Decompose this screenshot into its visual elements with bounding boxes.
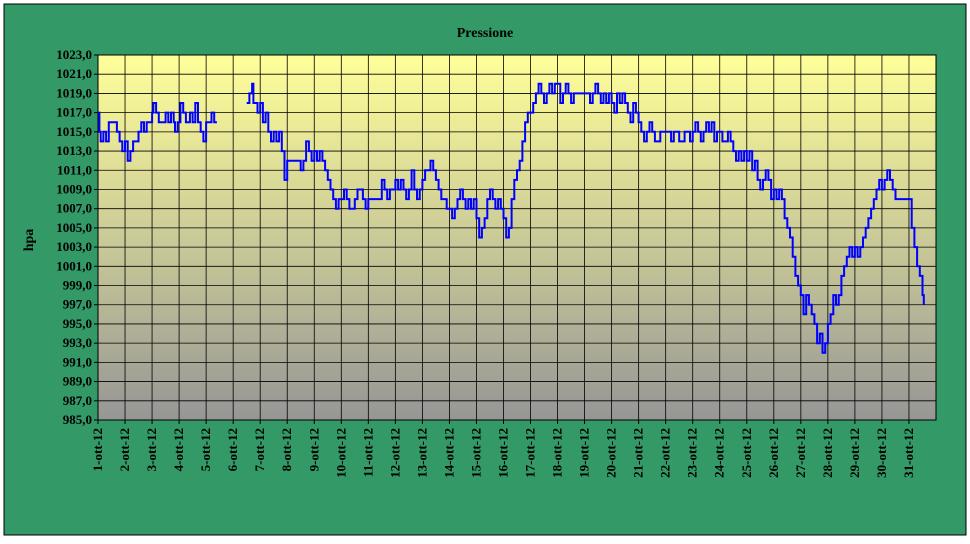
y-tick-label: 1011,0 bbox=[57, 162, 92, 177]
plot-border bbox=[97, 54, 937, 421]
x-tick-label: 8-ott-12 bbox=[279, 428, 294, 471]
y-tick-label: 1009,0 bbox=[56, 181, 92, 196]
y-tick-labels: 985,0 987,0 989,0 991,0 993,0 995,0 997,0 999,0… bbox=[56, 47, 92, 427]
x-tick-label: 13-ott-12 bbox=[414, 428, 429, 478]
x-tick-label: 17-ott-12 bbox=[523, 428, 538, 478]
x-tick-label: 28-ott-12 bbox=[820, 428, 835, 478]
x-tick-label: 6-ott-12 bbox=[225, 428, 240, 471]
x-tick-label: 20-ott-12 bbox=[604, 428, 619, 478]
y-tick-label: 999,0 bbox=[63, 278, 92, 293]
x-tick-label: 21-ott-12 bbox=[631, 428, 646, 478]
y-tick-label: 993,0 bbox=[63, 335, 92, 350]
x-tick-label: 24-ott-12 bbox=[712, 428, 727, 478]
x-tick-label: 4-ott-12 bbox=[171, 428, 186, 471]
y-tick-label: 987,0 bbox=[63, 393, 92, 408]
x-tick-label: 12-ott-12 bbox=[387, 428, 402, 478]
x-tick-label: 9-ott-12 bbox=[306, 428, 321, 471]
y-tick-label: 1013,0 bbox=[56, 143, 92, 158]
y-axis-label: hpa bbox=[22, 229, 37, 252]
x-tick-label: 25-ott-12 bbox=[739, 428, 754, 478]
x-tick-label: 15-ott-12 bbox=[468, 428, 483, 478]
x-tick-label: 29-ott-12 bbox=[847, 428, 862, 478]
y-tick-label: 1017,0 bbox=[56, 105, 92, 120]
y-tick-label: 991,0 bbox=[63, 354, 92, 369]
y-tick-label: 1001,0 bbox=[56, 258, 92, 273]
x-tick-label: 14-ott-12 bbox=[441, 428, 456, 478]
y-tick-label: 1007,0 bbox=[56, 201, 92, 216]
chart-title: Pressione bbox=[457, 26, 514, 41]
y-tick-label: 1021,0 bbox=[56, 66, 92, 81]
x-tick-label: 3-ott-12 bbox=[144, 428, 159, 471]
series-line bbox=[246, 82, 925, 354]
y-tick-label: 989,0 bbox=[63, 374, 92, 389]
x-tick-label: 11-ott-12 bbox=[360, 428, 375, 477]
x-tick-label: 7-ott-12 bbox=[252, 428, 267, 471]
x-tick-label: 16-ott-12 bbox=[495, 428, 510, 478]
x-tick-label: 26-ott-12 bbox=[766, 428, 781, 478]
x-tick-label: 10-ott-12 bbox=[333, 428, 348, 478]
x-tick-label: 22-ott-12 bbox=[658, 428, 673, 478]
y-tick-label: 1019,0 bbox=[56, 85, 92, 100]
x-tick-label: 19-ott-12 bbox=[577, 428, 592, 478]
x-tick-label: 30-ott-12 bbox=[874, 428, 889, 478]
series-line bbox=[98, 102, 217, 162]
x-tick-label: 5-ott-12 bbox=[198, 428, 213, 471]
y-tick-label: 995,0 bbox=[63, 316, 92, 331]
x-tick-label: 23-ott-12 bbox=[685, 428, 700, 478]
y-tick-label: 1003,0 bbox=[56, 239, 92, 254]
x-tick-label: 31-ott-12 bbox=[901, 428, 916, 478]
x-tick-label: 1-ott-12 bbox=[90, 428, 105, 471]
x-tick-label: 2-ott-12 bbox=[117, 428, 132, 471]
y-tick-label: 1005,0 bbox=[56, 220, 92, 235]
y-tick-label: 1015,0 bbox=[56, 124, 92, 139]
y-tick-label: 997,0 bbox=[63, 297, 92, 312]
x-tick-label: 18-ott-12 bbox=[550, 428, 565, 478]
y-tick-label: 985,0 bbox=[63, 412, 92, 427]
plot-area bbox=[98, 55, 936, 420]
y-tick-label: 1023,0 bbox=[56, 47, 92, 62]
series-layer bbox=[98, 82, 925, 354]
x-tick-labels: 1-ott-12 2-ott-12 3-ott-12 4-ott-12 5-ott-12… bbox=[90, 428, 916, 478]
x-tick-label: 27-ott-12 bbox=[793, 428, 808, 478]
